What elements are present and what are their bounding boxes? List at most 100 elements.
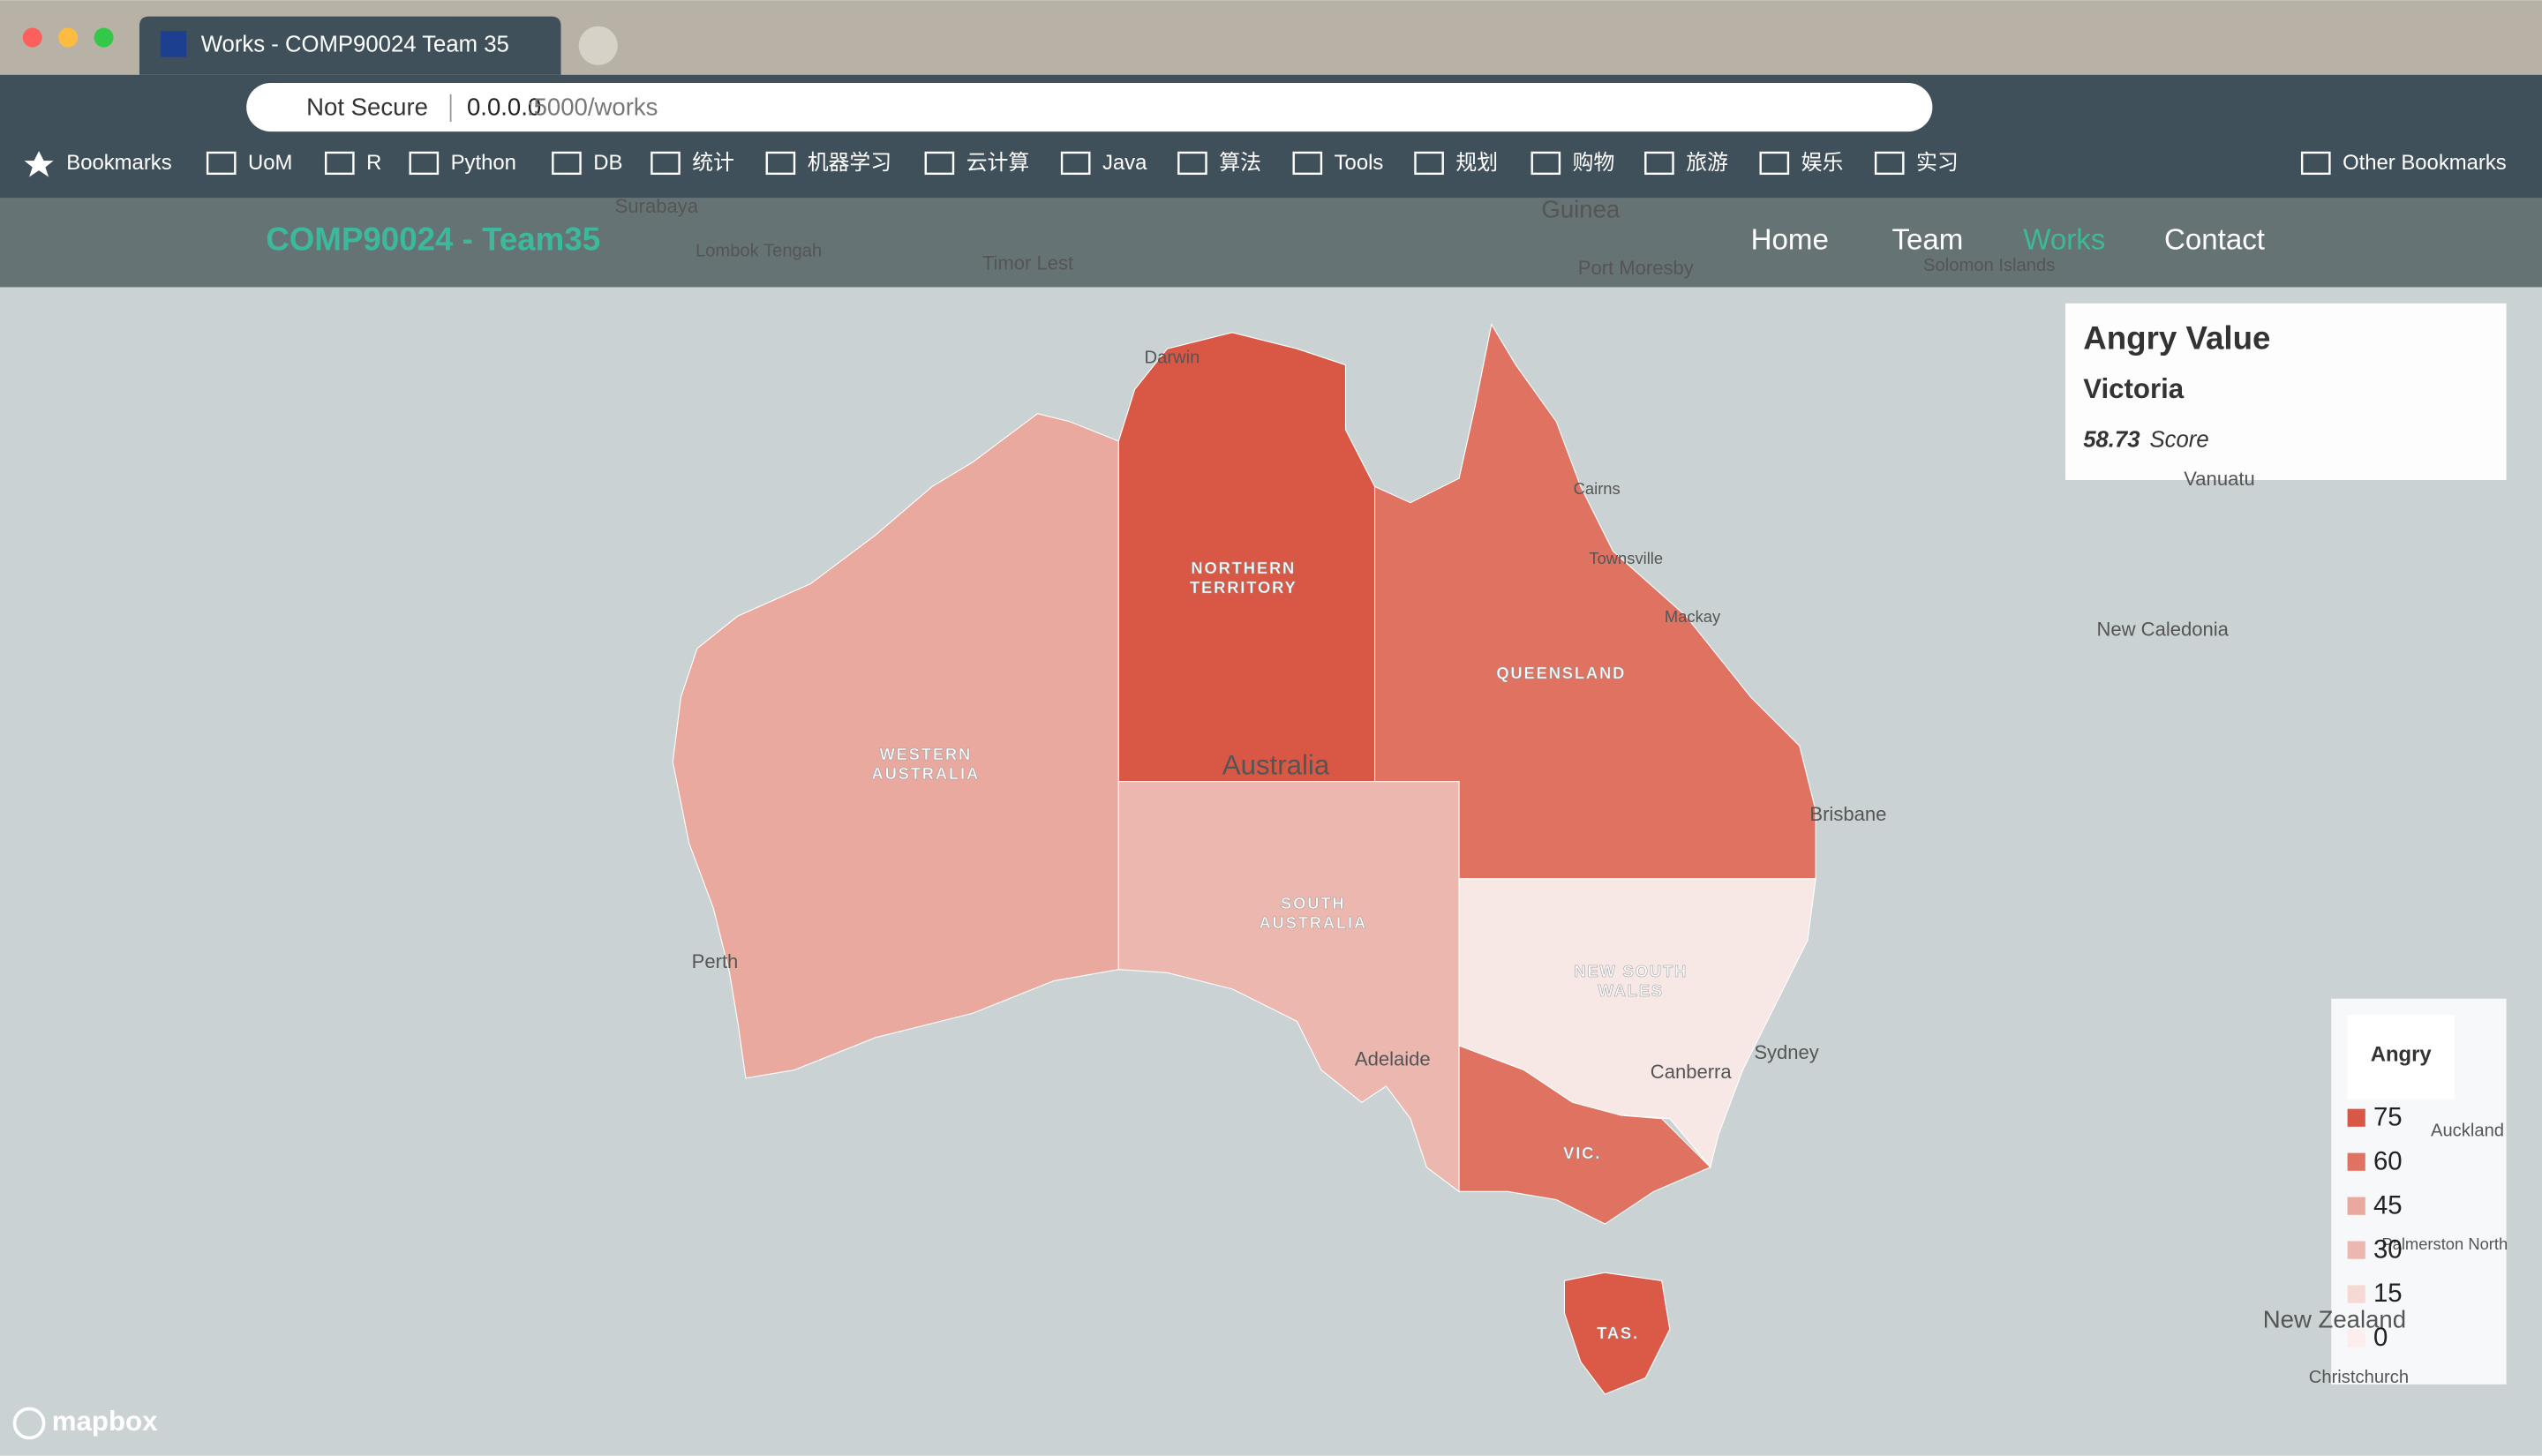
legend-swatch	[2347, 1329, 2365, 1347]
state-label: AUSTRALIA	[871, 764, 980, 783]
place-label: Darwin	[1145, 349, 1200, 368]
site-navbar	[0, 198, 2542, 288]
zoom-button[interactable]	[94, 27, 114, 48]
attribution[interactable]: mapbox	[52, 1406, 158, 1437]
bookmark[interactable]: Bookmarks	[66, 151, 171, 175]
state[interactable]	[1458, 1045, 1711, 1225]
info-box	[2065, 303, 2507, 480]
bookmark[interactable]: 机器学习	[808, 151, 891, 175]
minimize-button[interactable]	[58, 27, 79, 48]
mapbox-logo	[12, 1407, 46, 1440]
folder-icon	[2300, 151, 2331, 176]
info-title: Angry Value	[2083, 320, 2270, 356]
bookmark[interactable]: Java	[1102, 151, 1147, 175]
folder-icon	[324, 151, 355, 176]
nav-link[interactable]: Contact	[2164, 224, 2265, 257]
place-label: Brisbane	[1809, 803, 1886, 825]
folder-icon	[1644, 151, 1674, 176]
place-label: Canberra	[1651, 1061, 1733, 1083]
state[interactable]	[1374, 323, 1816, 880]
state-label: WALES	[1598, 981, 1664, 1000]
new-tab-button[interactable]	[578, 26, 618, 65]
place-label: Perth	[692, 950, 739, 972]
bookmark[interactable]: 算法	[1219, 151, 1261, 175]
bookmark[interactable]: 实习	[1916, 151, 1959, 175]
info-score: 58.73	[2083, 428, 2140, 453]
legend-label: 15	[2373, 1279, 2403, 1308]
active-tab[interactable]	[139, 16, 561, 75]
legend-title-box	[2347, 1015, 2455, 1100]
legend-label: 0	[2373, 1323, 2388, 1352]
place-label: Mackay	[1665, 607, 1721, 626]
state[interactable]	[1117, 332, 1376, 783]
place-label: Australia	[1222, 749, 1330, 780]
legend-label: 60	[2373, 1146, 2403, 1175]
folder-icon	[552, 151, 582, 176]
folder-icon	[1530, 151, 1561, 176]
state-label: TAS.	[1597, 1324, 1639, 1342]
place-label: Vanuatu	[2184, 468, 2254, 490]
state-label: AUSTRALIA	[1259, 913, 1367, 932]
legend-swatch	[2347, 1108, 2365, 1127]
place-label: Lombok Tengah	[696, 241, 822, 260]
folder-icon	[1874, 151, 1905, 176]
bookmark[interactable]: 规划	[1455, 151, 1498, 175]
info-unit: Score	[2150, 428, 2209, 453]
place-label: Solomon Islands	[1923, 256, 2055, 275]
place-label: Surabaya	[615, 195, 699, 217]
place-label: Guinea	[1541, 195, 1621, 222]
legend-swatch	[2347, 1197, 2365, 1215]
folder-icon	[1414, 151, 1444, 176]
place-label: Cairns	[1574, 479, 1621, 498]
site-brand[interactable]: COMP90024 - Team35	[266, 221, 600, 258]
state-label: SOUTH	[1281, 894, 1345, 912]
place-label: New Caledonia	[2096, 619, 2229, 641]
place-label: Townsville	[1589, 549, 1663, 567]
state-label: NORTHERN	[1191, 559, 1296, 577]
state[interactable]	[1563, 1272, 1671, 1395]
bookmark[interactable]: UoM	[248, 151, 292, 175]
address-bar[interactable]	[246, 82, 1933, 132]
bookmark[interactable]: Other Bookmarks	[2343, 151, 2507, 175]
legend-label: 45	[2373, 1190, 2403, 1220]
nav-link[interactable]: Home	[1751, 224, 1829, 257]
state-label: WESTERN	[879, 745, 972, 763]
place-label: Timor Lest	[982, 252, 1073, 274]
bookmark[interactable]: Tools	[1335, 151, 1384, 175]
bookmark[interactable]: 娱乐	[1801, 151, 1844, 175]
tab-title: Works - COMP90024 Team 35	[201, 33, 509, 57]
place-label: Adelaide	[1355, 1047, 1431, 1069]
folder-icon	[765, 151, 796, 176]
legend-title: Angry	[2371, 1042, 2433, 1066]
nav-link[interactable]: Team	[1891, 224, 1963, 257]
legend-label: 30	[2373, 1235, 2403, 1264]
url-path: :5000/works	[527, 94, 658, 121]
state-label: NEW SOUTH	[1574, 962, 1688, 980]
folder-icon	[206, 151, 237, 176]
folder-icon	[1060, 151, 1091, 176]
place-label: Sydney	[1754, 1041, 1818, 1063]
nav-link[interactable]: Works	[2023, 224, 2105, 257]
star-icon	[24, 151, 54, 177]
bookmark[interactable]: 云计算	[966, 151, 1030, 175]
folder-icon	[409, 151, 440, 176]
state[interactable]	[672, 413, 1119, 1079]
place-label: New Zealand	[2263, 1306, 2406, 1333]
place-label: Auckland	[2431, 1122, 2504, 1141]
bookmark[interactable]: 旅游	[1686, 151, 1728, 175]
bookmark[interactable]: DB	[593, 151, 622, 175]
bookmark[interactable]: 购物	[1573, 151, 1615, 175]
url-host: 0.0.0.0	[467, 94, 541, 121]
bookmark[interactable]: R	[366, 151, 381, 175]
bookmark[interactable]: 统计	[692, 151, 734, 175]
close-button[interactable]	[22, 27, 42, 48]
state-label: TERRITORY	[1190, 578, 1297, 597]
bookmark[interactable]: Python	[451, 151, 516, 175]
state-label: QUEENSLAND	[1496, 664, 1626, 682]
place-label: Port Moresby	[1578, 257, 1694, 279]
folder-icon	[1759, 151, 1790, 176]
folder-icon	[1292, 151, 1323, 176]
state-label: VIC.	[1563, 1144, 1601, 1162]
